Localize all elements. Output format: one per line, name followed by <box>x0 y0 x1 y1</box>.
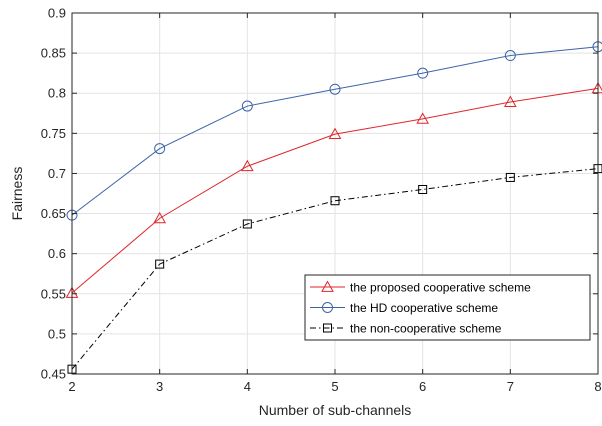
y-tick-label: 0.65 <box>41 206 66 221</box>
data-point <box>328 127 342 140</box>
tick-labels: 2 3 4 5 6 7 8 0.45 0.5 0.55 0.6 0.65 0.7 0.75 0.8 0.85 0… <box>41 6 602 395</box>
y-tick-label: 0.9 <box>48 6 66 21</box>
series-line <box>71 87 599 294</box>
y-tick-label: 0.85 <box>41 46 66 61</box>
x-tick-label: 7 <box>507 379 514 394</box>
y-tick-label: 0.5 <box>48 326 66 341</box>
series-line <box>71 168 599 370</box>
x-tick-label: 2 <box>68 379 75 394</box>
data-point <box>155 259 165 269</box>
data-point <box>418 184 428 194</box>
y-axis-label: Fairness <box>9 167 25 221</box>
legend-marker <box>323 323 332 333</box>
x-axis-label: Number of sub-channels <box>259 402 412 418</box>
legend-item: the proposed cooperative scheme <box>310 280 531 295</box>
legend-label: the non-cooperative scheme <box>350 322 502 336</box>
legend-item: the non-cooperative scheme <box>310 322 502 336</box>
legend-label: the proposed cooperative scheme <box>350 281 531 295</box>
data-point <box>240 159 254 172</box>
data-point <box>154 143 166 155</box>
data-point <box>591 81 602 94</box>
legend-box <box>304 274 591 341</box>
data-point <box>329 83 341 95</box>
series-line <box>71 46 599 216</box>
series-0 <box>65 81 602 298</box>
axes <box>71 12 599 375</box>
data-point <box>153 211 167 224</box>
legend-marker <box>321 280 334 292</box>
x-tick-label: 5 <box>331 379 338 394</box>
x-tick-label: 3 <box>156 379 163 394</box>
data-point <box>417 67 429 79</box>
data-point <box>241 100 253 112</box>
x-tick-label: 4 <box>244 379 251 394</box>
x-tick-label: 8 <box>594 379 601 394</box>
y-tick-label: 0.75 <box>41 126 66 141</box>
legend-items: the proposed cooperative scheme the HD co… <box>310 280 531 336</box>
data-point <box>242 219 252 229</box>
y-tick-label: 0.7 <box>48 166 66 181</box>
legend: the proposed cooperative scheme the HD co… <box>304 274 591 341</box>
legend-label: the HD cooperative scheme <box>350 301 498 315</box>
data-point <box>330 196 340 206</box>
data-point <box>504 50 516 62</box>
y-tick-label: 0.6 <box>48 246 66 261</box>
y-tick-label: 0.55 <box>41 286 66 301</box>
data-point <box>416 112 430 124</box>
series-1 <box>66 41 602 221</box>
legend-marker <box>322 302 333 313</box>
y-tick-label: 0.8 <box>48 86 66 101</box>
legend-item: the HD cooperative scheme <box>310 301 498 315</box>
x-tick-label: 6 <box>419 379 426 394</box>
y-tick-label: 0.45 <box>41 367 66 382</box>
data-point <box>505 172 515 182</box>
data-point <box>503 95 517 107</box>
